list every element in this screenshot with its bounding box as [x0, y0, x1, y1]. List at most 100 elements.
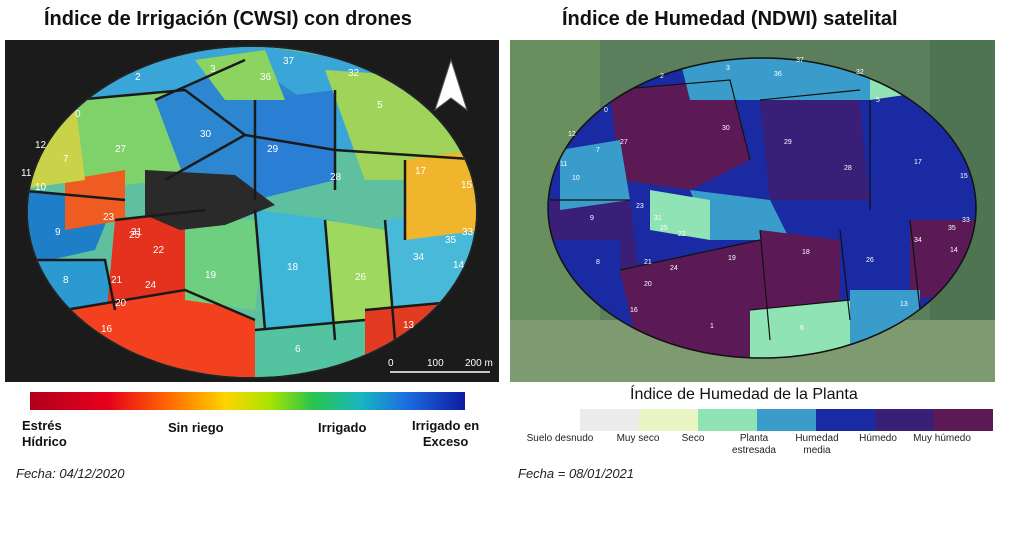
parcel-label: 8 [596, 259, 600, 266]
parcel-label: 21 [644, 259, 652, 266]
parcel-label: 5 [377, 100, 383, 111]
parcel-label: 21 [111, 275, 123, 286]
legend-swatch-label: Suelo desnudo [526, 433, 594, 444]
parcel-label: 6 [295, 344, 301, 355]
parcel-label: 25 [660, 225, 668, 232]
parcel-label: 13 [403, 320, 415, 331]
parcel-label: 25 [129, 230, 141, 241]
parcel-label: 37 [796, 57, 804, 64]
left-map-title: Índice de Irrigación (CWSI) con drones [44, 8, 412, 30]
cwsi-parcel-labels: 0 2 3 5 6 7 8 9 10 11 12 13 14 15 16 17 … [21, 56, 474, 355]
parcel-label: 37 [283, 56, 295, 67]
legend-swatch [639, 409, 698, 431]
parcel-label: 33 [962, 217, 970, 224]
parcel-label: 9 [55, 227, 61, 238]
parcel-label: 27 [115, 144, 127, 155]
parcel-label: 12 [35, 140, 47, 151]
parcel-label: 24 [670, 265, 678, 272]
ndwi-map-svg: 0 1 2 3 5 6 7 8 9 10 11 12 13 14 15 16 1… [510, 40, 995, 382]
parcel-label: 15 [461, 180, 473, 191]
parcel-label: 22 [153, 245, 165, 256]
parcel-label: 19 [205, 270, 217, 281]
legend-swatch [757, 409, 816, 431]
parcel-label: 33 [462, 227, 474, 238]
legend-swatch [934, 409, 993, 431]
legend-swatch [875, 409, 934, 431]
legend-label-irrigado: Irrigado [318, 420, 367, 435]
scale-label-0: 0 [388, 358, 394, 369]
parcel-label: 23 [103, 212, 115, 223]
north-arrow-icon [434, 58, 468, 112]
parcel-label: 28 [844, 165, 852, 172]
scale-label-200: 200 m [465, 358, 493, 369]
parcel-label: 14 [453, 260, 465, 271]
parcel-label: 7 [596, 147, 600, 154]
legend-swatch-label: Seco [681, 433, 705, 444]
scale-bar: 0 100 200 m [388, 358, 493, 373]
ndwi-legend-title: Índice de Humedad de la Planta [630, 386, 858, 403]
legend-swatch [816, 409, 875, 431]
parcel-label: 36 [260, 72, 272, 83]
legend-swatch-label: Humedad media [795, 433, 839, 456]
parcel-label: 9 [590, 215, 594, 222]
parcel-label: 20 [644, 281, 652, 288]
parcel-label: 29 [267, 144, 279, 155]
parcel-label: 26 [866, 257, 874, 264]
field-ellipse-outline [547, 57, 977, 359]
parcel-label: 10 [572, 175, 580, 182]
parcel-label: 2 [660, 73, 664, 80]
cwsi-color-scale [30, 392, 465, 410]
parcel-label: 36 [774, 71, 782, 78]
legend-swatch-label: Planta estresada [732, 433, 776, 456]
parcel-label: 16 [101, 324, 113, 335]
parcel-label: 12 [568, 131, 576, 138]
parcel-label: 28 [330, 172, 342, 183]
parcel-label: 19 [728, 255, 736, 262]
parcel-label: 14 [950, 247, 958, 254]
parcel-label: 26 [355, 272, 367, 283]
parcel-label: 13 [900, 301, 908, 308]
parcel-label: 27 [620, 139, 628, 146]
parcel-label: 5 [876, 97, 880, 104]
parcel-label: 18 [802, 249, 810, 256]
ndwi-parcel-labels: 0 1 2 3 5 6 7 8 9 10 11 12 13 14 15 16 1… [560, 57, 970, 332]
parcel-label: 23 [636, 203, 644, 210]
parcel-label: 11 [560, 161, 567, 168]
parcel-label: 30 [200, 129, 212, 140]
parcel-label: 18 [287, 262, 299, 273]
parcel-label: 24 [145, 280, 157, 291]
right-map-title: Índice de Humedad (NDWI) satelital [562, 8, 898, 30]
parcel-label: 16 [630, 307, 638, 314]
legend-swatch [580, 409, 639, 431]
parcel-label: 10 [35, 182, 47, 193]
legend-label-sin-riego: Sin riego [168, 420, 224, 435]
left-date: Fecha: 04/12/2020 [16, 466, 125, 481]
cwsi-drone-map: 0 100 200 m 0 2 3 5 6 7 8 9 10 11 12 13 … [5, 40, 499, 382]
parcel-label: 34 [413, 252, 425, 263]
parcel-label: 35 [445, 235, 457, 246]
legend-swatch [698, 409, 757, 431]
parcel-label: 3 [210, 64, 216, 75]
parcel-label: 0 [75, 109, 81, 120]
parcel-label: 11 [21, 168, 32, 179]
parcel-label: 35 [948, 225, 956, 232]
parcel-label: 2 [135, 72, 141, 83]
parcel-label: 0 [604, 107, 608, 114]
parcel-label: 15 [960, 173, 968, 180]
parcel-label: 3 [726, 65, 730, 72]
parcel-label: 32 [856, 69, 864, 76]
legend-label-estres: Estrés Hídrico [22, 418, 67, 449]
parcel-label: 17 [415, 166, 427, 177]
scale-label-100: 100 [427, 358, 444, 369]
parcel-label: 20 [115, 298, 127, 309]
parcel-label: 34 [914, 237, 922, 244]
parcel-label: 17 [914, 159, 922, 166]
parcel-label: 6 [800, 325, 804, 332]
parcel-label: 29 [784, 139, 792, 146]
parcel-label: 30 [722, 125, 730, 132]
parcel-label: 31 [654, 215, 662, 222]
ndwi-satellite-map: 0 1 2 3 5 6 7 8 9 10 11 12 13 14 15 16 1… [510, 40, 995, 382]
parcel-label: 32 [348, 68, 360, 79]
parcel-label: 22 [678, 231, 686, 238]
legend-swatch-label: Muy húmedo [913, 433, 971, 444]
